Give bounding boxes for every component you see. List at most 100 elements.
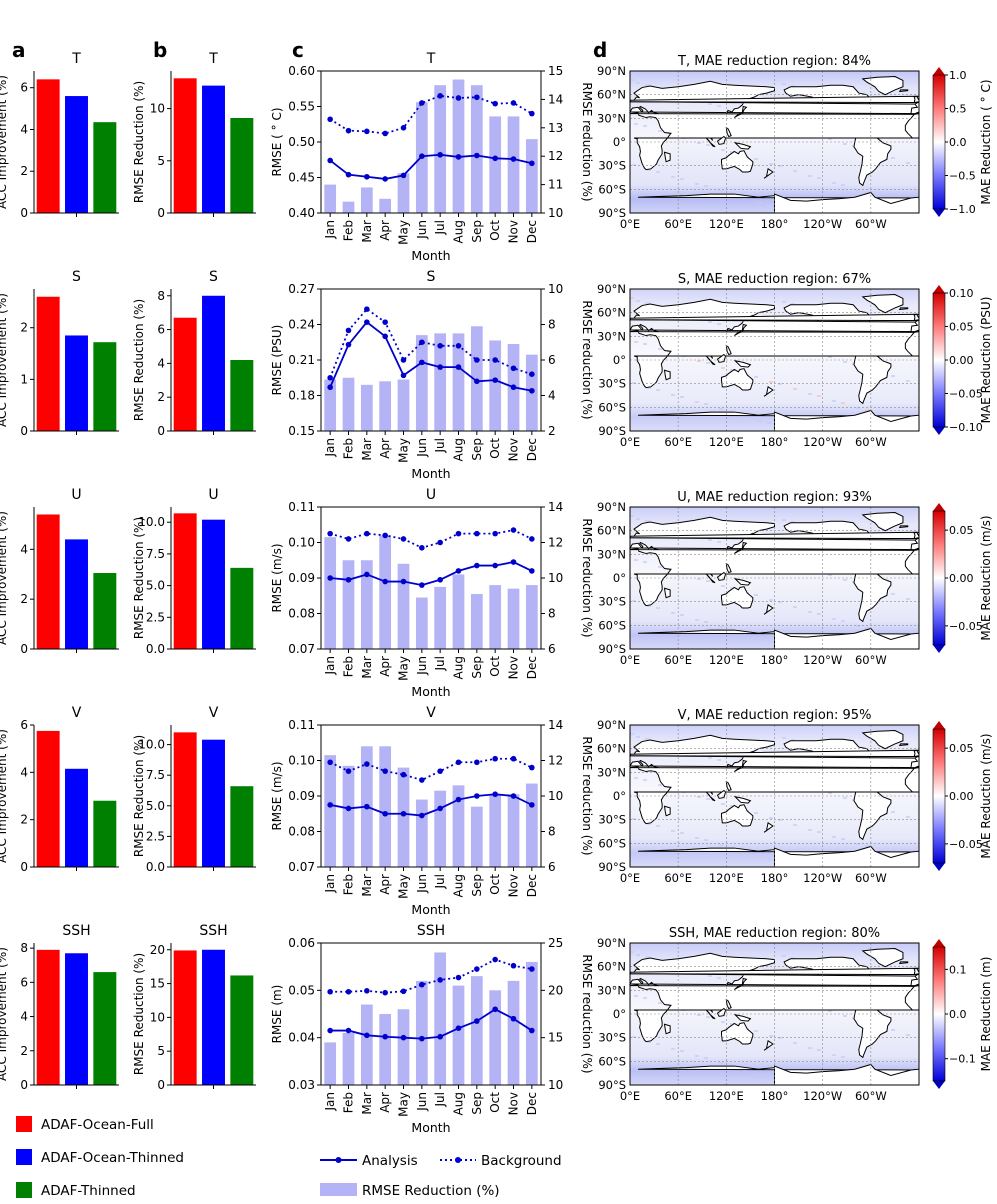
monthly-ssh-xtick-label-5: Jun: [415, 1092, 429, 1112]
acc-u-bar-2: [93, 573, 117, 649]
monthly-s-background-point-0: [327, 374, 333, 381]
rmse-v-ytick-label-0: 0.0: [146, 860, 165, 874]
map-u-lat-label-1: 60°N: [597, 524, 626, 538]
map-u-speckle-12: [791, 521, 795, 523]
map-v-speckle-50: [782, 737, 786, 739]
map-ssh-lon-label-5: 60°W: [855, 1089, 887, 1103]
map-v-land-12: [898, 743, 909, 747]
map-s-land-2: [853, 350, 892, 405]
map-u-land-2: [853, 568, 892, 623]
map-s-speckle-23: [632, 382, 636, 384]
monthly-u-background-point-3: [382, 532, 388, 539]
map-u-title: U, MAE reduction region: 93%: [677, 490, 872, 505]
monthly-ssh-panel: SSH 0.03 0.04 0.05 0.06 10 15 20 25 Jan Feb Mar Apr M…: [270, 923, 594, 1135]
panel-label-d: d: [593, 38, 607, 62]
rmse-v-ytick-label-3: 7.5: [146, 768, 165, 782]
monthly-u-reduction-bar-10: [507, 588, 520, 649]
map-u-lat-label-0: 90°N: [597, 500, 626, 514]
rmse-u-bar-1: [202, 519, 225, 649]
map-ssh-lon-label-3: 180°: [761, 1089, 789, 1103]
map-ssh-land-1: [861, 948, 904, 968]
map-v-lat-label-1: 60°N: [597, 742, 626, 756]
monthly-t-background-point-10: [510, 100, 517, 106]
map-u-colorbar-label: MAE Reduction (m/s): [979, 515, 993, 640]
map-ssh-speckle-61: [906, 1034, 910, 1036]
map-u-speckle-35: [793, 606, 797, 608]
acc-u-ytick-label-1: 2: [20, 592, 28, 606]
monthly-t-reduction-bar-7: [452, 79, 465, 214]
monthly-ssh-background-point-7: [455, 974, 462, 981]
monthly-u-background-point-11: [529, 536, 535, 542]
map-ssh-speckle-69: [636, 954, 640, 956]
map-ssh-land-12: [898, 961, 909, 965]
map-u-land-4-east: [629, 548, 920, 607]
monthly-s-reduction-bar-0: [324, 379, 337, 431]
monthly-t-y2tick-label-2: 12: [548, 149, 563, 163]
acc-u-title: U: [71, 487, 81, 503]
map-t-speckle-63: [697, 142, 701, 144]
map-ssh-colorbar-tick-label-0: 0.1: [949, 963, 967, 976]
monthly-ssh-analysis-point-5: [419, 1035, 425, 1042]
monthly-s-analysis-point-6: [437, 364, 443, 370]
map-t-colorbar-label: MAE Reduction ( ° C): [979, 79, 993, 204]
map-t-speckle-18: [730, 151, 734, 153]
acc-ssh-ytick-label-4: 8: [20, 941, 28, 955]
acc-s-title: S: [72, 269, 81, 285]
monthly-u-background-point-4: [400, 536, 407, 542]
map-ssh-lat-label-6: 90°S: [598, 1078, 626, 1092]
monthly-t-xtick-label-11: Dec: [525, 220, 539, 243]
map-s-speckle-44: [843, 361, 847, 363]
monthly-t-xlabel: Month: [411, 248, 450, 263]
map-s-colorbar-tick-label-4: −0.10: [949, 421, 983, 434]
monthly-s-background-point-10: [510, 365, 517, 372]
map-v-colorbar: [932, 728, 946, 864]
map-v-speckle-12: [791, 739, 795, 741]
map-v-speckle-30: [891, 811, 895, 813]
map-ssh-speckle-18: [730, 1023, 734, 1025]
map-v-speckle-66: [808, 829, 812, 831]
map-v-speckle-25: [706, 798, 710, 800]
monthly-ssh-xtick-label-1: Feb: [342, 1092, 356, 1113]
map-u-colorbar-tick-label-0: 0.05: [949, 524, 974, 537]
monthly-ssh-analysis-point-10: [510, 1015, 517, 1022]
monthly-u-background-point-2: [364, 530, 370, 537]
monthly-s-reduction-bar-6: [434, 333, 447, 431]
monthly-v-ytick-label-3: 0.10: [288, 754, 315, 768]
map-u-lat-label-3: 0°: [613, 571, 626, 585]
monthly-t-analysis-point-0: [327, 157, 333, 164]
map-s-land-15: [725, 344, 732, 356]
monthly-s-ytick-label-0: 0.15: [288, 424, 315, 438]
map-t-speckle-54: [647, 169, 651, 171]
monthly-s-ylabel2: RMSE reduction (%): [580, 300, 594, 419]
map-u-speckle-14: [865, 627, 869, 629]
monthly-v-analysis-line: [329, 793, 533, 817]
map-u-colorbar: [932, 510, 946, 646]
acc-u-ylabel: ACC Improvement (%): [0, 511, 9, 645]
map-ssh-land-2: [853, 1004, 892, 1059]
legend-background-marker: [455, 1157, 461, 1163]
monthly-t-analysis-point-7: [455, 154, 462, 160]
map-s-colorbar-tick-label-3: −0.05: [949, 388, 983, 401]
rmse-t-bar-0: [173, 78, 197, 213]
monthly-ssh-ytick-label-1: 0.04: [288, 1031, 315, 1045]
monthly-ssh-xtick-label-3: Apr: [378, 1092, 392, 1113]
monthly-t-reduction-bar-11: [525, 139, 538, 213]
map-t-speckle-4: [778, 165, 782, 167]
map-t-land-12: [898, 89, 909, 93]
map-s-speckle-14: [865, 409, 869, 411]
acc-s-ytick-label-0: 0: [20, 424, 28, 438]
acc-t-bar-2: [93, 122, 117, 213]
map-u-speckle-11: [754, 594, 758, 596]
map-s-lat-label-2: 30°N: [597, 329, 626, 343]
map-s-speckle-66: [808, 393, 812, 395]
monthly-t-xtick-label-7: Aug: [452, 220, 466, 243]
monthly-t-reduction-bar-10: [507, 116, 520, 213]
map-v-colorbar-tick-label-1: 0.00: [949, 790, 974, 803]
monthly-v-reduction-bar-6: [434, 790, 447, 867]
map-s-speckle-19: [767, 422, 771, 424]
monthly-s-background-point-7: [455, 343, 462, 349]
monthly-u-xtick-label-0: Jan: [323, 656, 337, 676]
map-u-frame: [629, 506, 920, 650]
monthly-u-reduction-bar-6: [434, 586, 447, 649]
monthly-t-background-point-11: [529, 110, 535, 117]
